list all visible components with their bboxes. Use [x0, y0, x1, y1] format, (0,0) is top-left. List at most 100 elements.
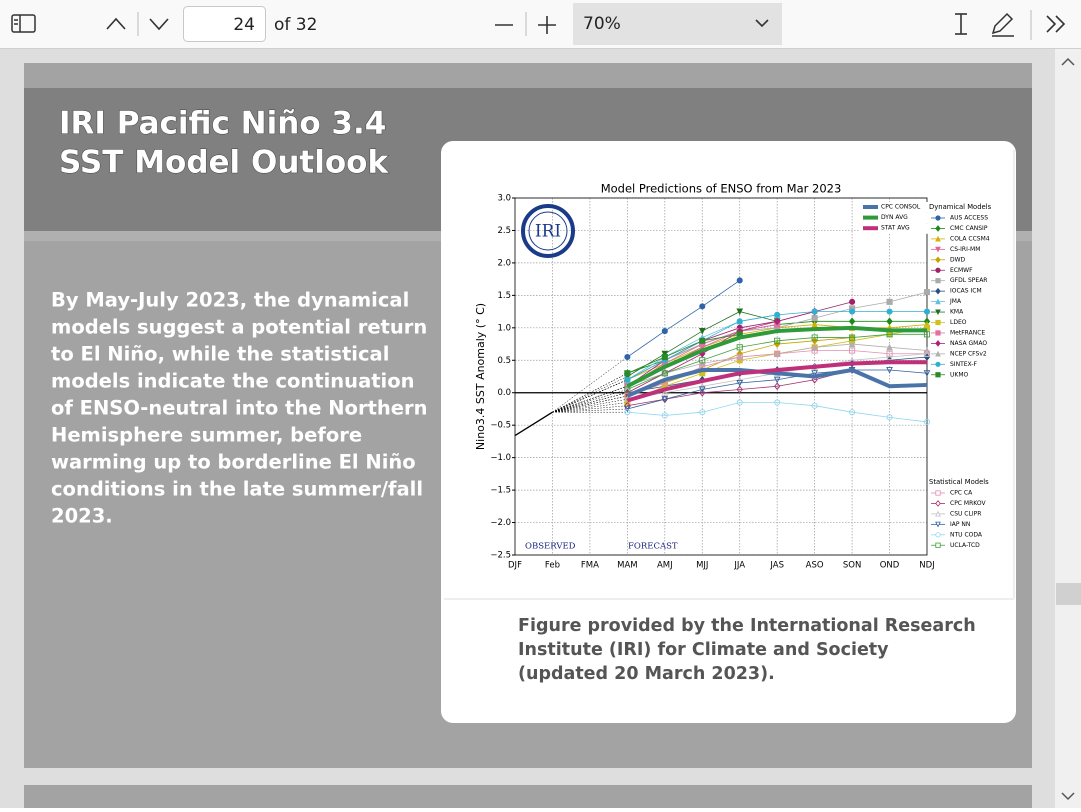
- legend-label: DYN AVG: [881, 214, 908, 221]
- chart-title: Model Predictions of ENSO from Mar 2023: [601, 182, 842, 196]
- marker: [737, 278, 742, 283]
- next-slide: [24, 785, 1032, 808]
- legend-marker: [936, 331, 940, 335]
- body-text: conditions in the late summer/fall: [51, 478, 423, 501]
- x-tick-label: MJJ: [696, 561, 708, 571]
- marker: [924, 309, 929, 314]
- scrollbar[interactable]: [1055, 49, 1081, 808]
- legend-label: CPC MRKOV: [950, 500, 986, 507]
- y-tick-label: −1.5: [490, 486, 511, 496]
- marker: [625, 354, 630, 359]
- legend-title: Statistical Models: [929, 478, 989, 486]
- body-text: Hemisphere summer, before: [51, 424, 362, 447]
- body-text: 2023.: [51, 505, 113, 528]
- legend-label: DWD: [950, 256, 966, 263]
- legend-label: CPC CA: [950, 490, 973, 497]
- marker: [700, 304, 705, 309]
- x-tick-label: SON: [843, 561, 861, 571]
- marker: [812, 309, 817, 314]
- y-tick-label: −2.5: [490, 551, 511, 561]
- legend-marker: [936, 373, 940, 377]
- marker: [737, 319, 742, 324]
- y-tick-label: −2.0: [490, 518, 511, 528]
- toolbar: [0, 0, 1081, 48]
- x-tick-label: ASO: [806, 561, 824, 571]
- x-tick-label: JAS: [769, 561, 784, 571]
- x-tick-label: JJA: [733, 561, 745, 571]
- x-tick-label: AMJ: [657, 561, 673, 571]
- legend-label: UCLA-TCD: [950, 542, 980, 549]
- y-tick-label: −0.5: [490, 421, 511, 431]
- annotation: OBSERVED: [525, 542, 576, 552]
- legend-marker: [936, 543, 940, 547]
- legend-label: JMA: [949, 298, 962, 305]
- marker: [887, 309, 892, 314]
- legend-label: COLA CCSM4: [950, 235, 990, 242]
- marker: [812, 315, 817, 320]
- body-text: models suggest a potential return: [51, 316, 427, 339]
- legend-marker: [936, 533, 940, 537]
- body-text: models indicate the continuation: [51, 370, 415, 393]
- legend-label: SINTEX-F: [950, 361, 977, 368]
- marker: [849, 299, 854, 304]
- slide-title: IRI Pacific Niño 3.4: [59, 106, 386, 142]
- legend-label: NTU CODA: [950, 531, 983, 538]
- x-tick-label: MAM: [617, 561, 637, 571]
- marker: [625, 371, 630, 376]
- legend-label: LDEO: [950, 319, 967, 326]
- marker: [775, 312, 780, 317]
- legend-label: ECMWF: [950, 267, 973, 274]
- annotation: FORECAST: [628, 542, 678, 552]
- caption-text: Institute (IRI) for Climate and Society: [518, 640, 889, 660]
- body-text: By May-July 2023, the dynamical: [51, 289, 409, 312]
- legend-marker: [936, 279, 940, 283]
- y-tick-label: 2.0: [497, 258, 511, 268]
- legend-label: GFDL SPEAR: [950, 277, 987, 284]
- legend-marker: [936, 362, 940, 366]
- marker: [700, 338, 705, 343]
- zoom-value: 70%: [583, 14, 621, 34]
- scrollbar-thumb[interactable]: [1056, 583, 1081, 605]
- marker: [625, 377, 630, 382]
- y-tick-label: 1.0: [497, 323, 511, 333]
- legend-label: CS-IRI-MM: [950, 246, 980, 253]
- y-tick-label: 1.5: [497, 291, 511, 301]
- y-axis-label: Nino3.4 SST Anomaly (° C): [474, 303, 487, 450]
- y-tick-label: 3.0: [497, 194, 511, 204]
- body-text: to El Niño, while the statistical: [51, 343, 389, 366]
- marker: [662, 328, 667, 333]
- legend-label: IAP NN: [950, 521, 970, 528]
- legend-label: CMC CANSIP: [950, 225, 988, 232]
- legend-label: NCEP CFSv2: [950, 350, 987, 357]
- x-tick-label: OND: [880, 561, 900, 571]
- legend-label: KMA: [950, 309, 964, 316]
- legend-label: AUS ACCESS: [950, 215, 988, 222]
- caption-text: (updated 20 March 2023).: [518, 664, 775, 684]
- legend-label: CSU CLIPR: [950, 510, 981, 517]
- legend-label: CPC CONSOL: [881, 204, 921, 211]
- caption-text: Figure provided by the International Res…: [518, 616, 976, 636]
- legend-marker: [936, 320, 940, 324]
- legend-title: Dynamical Models: [929, 203, 992, 211]
- x-tick-label: Feb: [545, 561, 560, 571]
- legend-label: IOCAS ICM: [950, 288, 982, 295]
- legend-label: MetFRANCE: [950, 329, 985, 336]
- marker: [849, 309, 854, 314]
- legend-marker: [936, 268, 940, 272]
- legend-label: UKMO: [950, 371, 969, 378]
- y-tick-label: 0.0: [497, 388, 511, 398]
- page-total: of 32: [274, 15, 317, 35]
- legend-label: STAT AVG: [881, 225, 910, 232]
- page-number: 24: [233, 15, 255, 35]
- body-text: of ENSO-neutral into the Northern: [51, 397, 428, 420]
- legend-marker: [936, 491, 940, 495]
- legend-label: NASA GMAO: [950, 340, 987, 347]
- y-tick-label: 2.5: [497, 226, 511, 236]
- y-tick-label: 0.5: [497, 356, 511, 366]
- x-tick-label: DJF: [508, 561, 522, 571]
- slide-title: SST Model Outlook: [59, 145, 389, 181]
- y-tick-label: −1.0: [490, 453, 511, 463]
- legend-marker: [936, 216, 940, 220]
